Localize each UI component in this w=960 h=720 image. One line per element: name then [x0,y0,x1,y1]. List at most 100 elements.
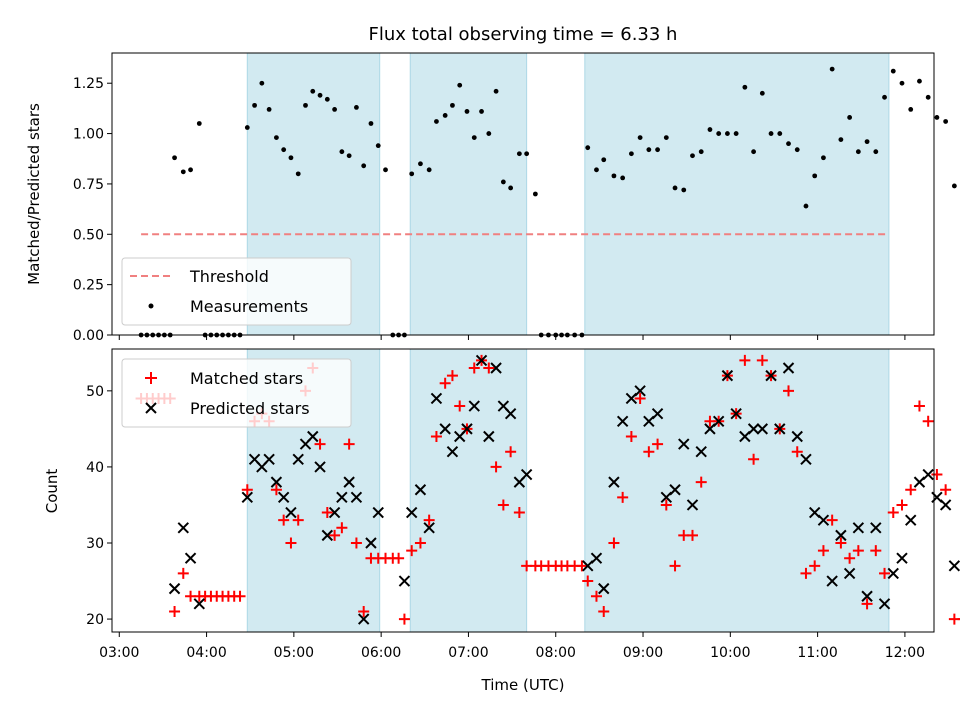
matched-star-point [358,605,370,617]
matched-star-point [748,453,760,465]
x-tick-label: 09:00 [623,645,663,661]
shaded-interval [409,52,528,336]
predicted-star-point [686,499,699,511]
predicted-star-point [520,468,533,481]
predicted-star-point [651,407,664,420]
measurement-point [943,119,949,124]
predicted-star-point [870,522,882,534]
predicted-star-point [835,529,847,542]
predicted-star-point [922,468,934,481]
predicted-star-point [504,407,517,420]
matched-star-point [800,567,812,579]
predicted-star-point [490,362,502,374]
matched-star-point [329,529,341,541]
predicted-star-point [598,582,610,595]
top-legend-box [121,257,352,326]
measurement-point [585,145,591,151]
matched-star-point [414,537,426,549]
measurement-point [434,119,439,124]
measurement-point [637,135,643,141]
x-tick-label: 08:00 [536,645,576,661]
measurement-point [508,185,514,191]
x-tick-label: 05:00 [274,645,314,661]
measurement-point [690,153,695,159]
matched-legend-swatch [145,372,157,384]
matched-star-point [439,377,451,389]
matched-star-point [817,545,829,557]
measurement-point [339,149,345,155]
measurement-point [274,135,279,141]
measurement-point [516,151,522,157]
matched-star-point [652,438,664,450]
measurement-point [266,107,272,112]
predicted-star-point [398,575,411,587]
matched-star-point [234,590,246,602]
matched-star-point [931,469,943,481]
predicted-star-point [948,560,960,572]
predicted-star-point [774,423,786,435]
measurement-point [259,80,265,86]
predicted-star-point [423,522,435,534]
predicted-star-point [372,506,384,519]
bottom-y-tick-label: 50 [86,384,104,400]
matched-star-point [643,446,655,458]
measurement-point [882,94,887,100]
predicted-star-point [730,407,742,420]
measurement-point [457,82,463,88]
measurement-point [934,115,940,120]
measurement-point [442,113,448,118]
matched-star-point [598,605,610,617]
matched-star-point [695,476,707,488]
top-y-tick-label: 0.75 [73,177,104,193]
measurement-point [409,171,415,177]
matched-star-point [490,461,502,473]
measurement-point [716,131,722,136]
matched-star-point [406,545,418,557]
matched-star-point [590,590,602,602]
measurement-point [628,151,634,157]
matched-star-point [783,385,795,397]
matched-star-point [350,537,362,549]
measurement-point [524,151,530,157]
predicted-star-point [285,506,297,519]
measurement-point [838,137,844,143]
predicted-star-point [782,362,795,374]
matched-star-point [497,499,509,511]
predicted-star-point [616,415,629,427]
matched-star-point [809,560,821,572]
bottom-y-ticks: 20 30 40 50 [86,384,112,628]
matched-star-point [292,514,304,526]
matched-star-point [922,415,934,427]
bottom-legend: Matched stars Predicted stars [121,358,352,428]
measurement-point [742,84,748,90]
matched-star-point [177,567,189,579]
predicted-star-point [241,491,254,504]
matched-star-point [791,446,803,458]
measurement-point [751,149,756,155]
measurement-point [252,102,257,108]
matched-star-point [398,613,410,625]
matched-star-point [608,537,620,549]
matched-star-point [835,537,847,549]
predicted-star-point [468,400,480,412]
matched-star-point [582,575,594,587]
bottom-y-axis-label: Count [43,469,61,514]
predicted-star-point [721,369,734,382]
measurement-point [479,109,484,114]
matched-star-point [940,484,952,496]
predicted-star-point [765,369,777,382]
threshold-legend-label: Threshold [189,267,269,286]
measurement-point [383,167,388,173]
predicted-star-point [669,484,681,496]
predicted-star-point [292,453,304,466]
predicted-star-point [184,552,197,564]
predicted-star-point [843,567,856,580]
shaded-interval [584,348,890,633]
predicted-star-point [446,445,459,458]
matched-star-point [314,438,326,450]
measurement-point [188,167,193,173]
top-y-tick-label: 0.25 [73,278,104,294]
predicted-star-point [608,476,620,488]
x-tick-label: 06:00 [361,645,401,661]
predicted-star-point [193,598,205,610]
